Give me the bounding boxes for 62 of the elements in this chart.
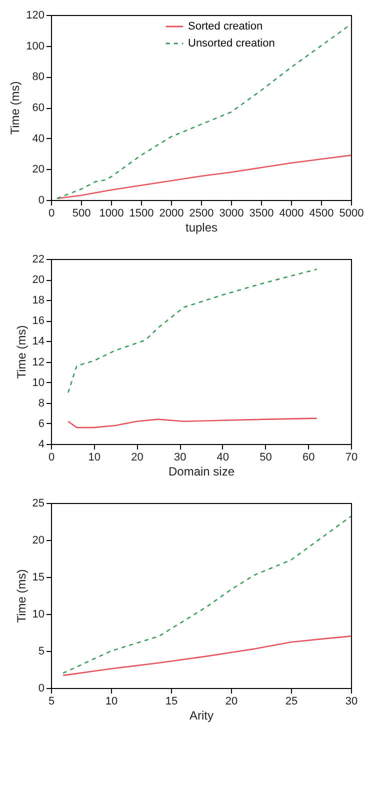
y-tick-label: 15	[32, 572, 44, 584]
y-tick-label: 8	[38, 397, 44, 410]
line-series	[62, 636, 351, 676]
line-series	[56, 24, 351, 200]
y-tick-label: 0	[38, 682, 44, 694]
y-tick-label: 4	[38, 438, 44, 450]
x-tick-label: 1500	[129, 208, 154, 220]
y-tick-label: 5	[38, 646, 44, 658]
y-tick-label: 6	[38, 418, 44, 430]
x-tick-label: 30	[174, 452, 186, 464]
x-tick-label: 5000	[339, 208, 364, 220]
x-tick-label: 15	[165, 696, 178, 708]
x-tick-label: 2000	[159, 208, 184, 220]
y-tick-label: 18	[32, 294, 44, 307]
y-axis-title: Time (ms)	[14, 569, 28, 623]
line-series	[67, 418, 318, 428]
x-tick-label: 0	[48, 208, 55, 220]
y-tick-label: 100	[26, 40, 44, 52]
x-tick-label: 3500	[249, 208, 274, 220]
line-series	[56, 154, 351, 200]
x-tick-label: 25	[285, 696, 298, 708]
line-series	[62, 516, 351, 674]
y-tick-label: 20	[32, 534, 44, 546]
x-tick-label: 70	[345, 452, 358, 464]
x-tick-label: 2500	[189, 208, 214, 220]
y-tick-label: 20	[32, 274, 44, 286]
x-tick-label: 20	[225, 696, 238, 708]
x-axis-title: Arity	[190, 708, 214, 722]
y-axis-title: Time (ms)	[14, 325, 28, 379]
x-tick-label: 10	[105, 696, 118, 708]
x-axis-title: Domain size	[168, 464, 235, 478]
x-tick-label: 0	[48, 452, 55, 464]
x-tick-label: 40	[216, 452, 230, 464]
y-tick-label: 14	[32, 336, 44, 348]
y-tick-label: 25	[32, 498, 44, 510]
x-tick-label: 10	[88, 452, 100, 464]
x-axis-title: tuples	[185, 220, 218, 234]
x-tick-label: 4000	[279, 208, 304, 220]
x-tick-label: 20	[131, 452, 144, 464]
line-series	[67, 268, 318, 394]
x-tick-label: 4500	[309, 208, 334, 220]
x-tick-label: 5	[48, 696, 55, 708]
x-tick-label: 60	[302, 452, 315, 464]
y-tick-label: 20	[32, 164, 44, 176]
y-tick-label: 12	[32, 356, 44, 368]
x-tick-label: 30	[345, 696, 358, 708]
legend-label: Unsorted creation	[188, 38, 275, 50]
x-tick-label: 3000	[219, 208, 244, 220]
y-tick-label: 10	[32, 608, 44, 620]
y-tick-label: 10	[32, 376, 44, 389]
x-tick-label: 50	[260, 452, 272, 464]
y-tick-label: 40	[32, 132, 44, 145]
y-tick-label: 80	[32, 71, 44, 84]
y-axis-title: Time (ms)	[8, 81, 22, 135]
y-tick-label: 120	[26, 10, 44, 22]
y-tick-label: 0	[38, 194, 44, 206]
y-tick-label: 60	[32, 102, 44, 114]
x-tick-label: 1000	[99, 208, 124, 220]
y-tick-label: 16	[32, 315, 44, 328]
x-tick-label: 500	[72, 208, 91, 220]
legend-label: Sorted creation	[188, 20, 263, 32]
y-tick-label: 22	[32, 254, 44, 266]
